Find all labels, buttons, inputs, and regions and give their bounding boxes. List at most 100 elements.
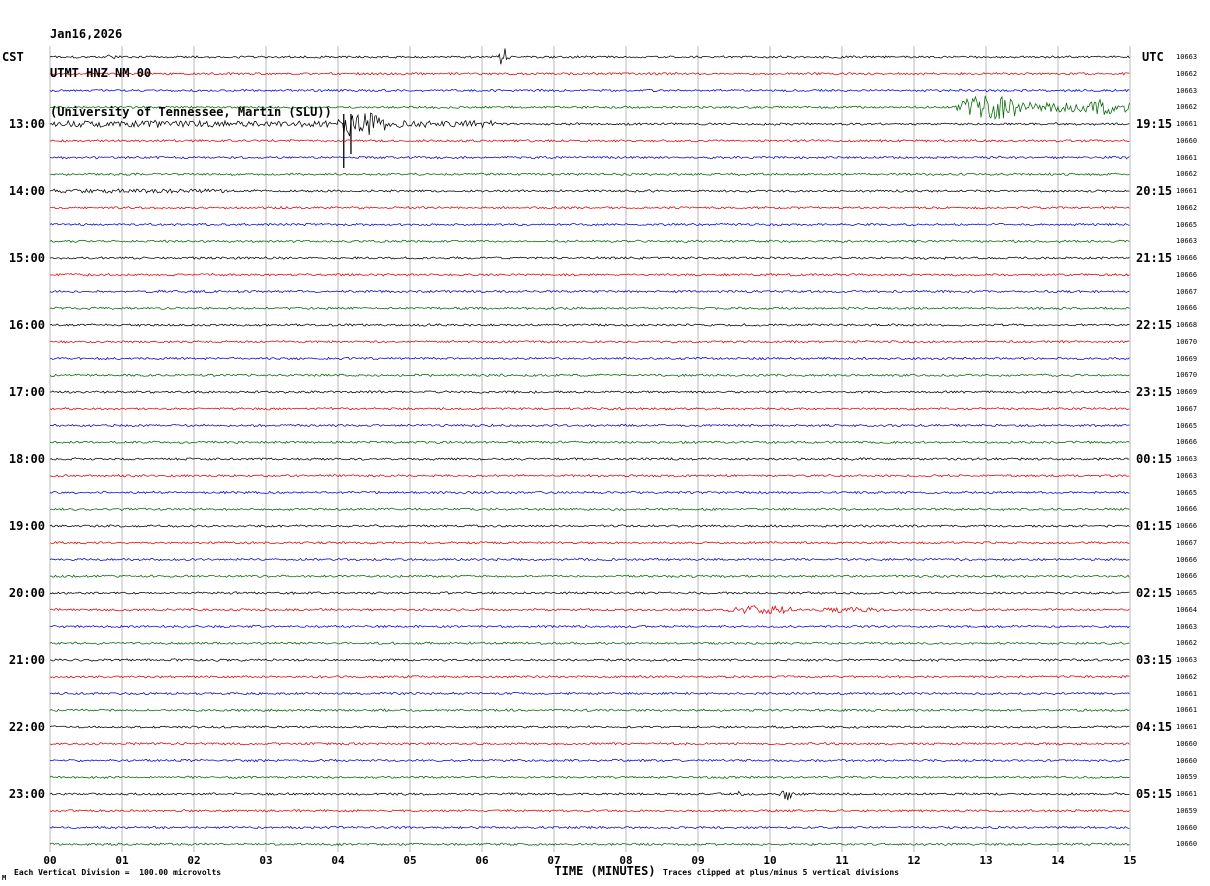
trace-row: [49, 155, 1130, 160]
trace-count-label: 10664: [1176, 605, 1198, 614]
trace-row: [49, 306, 1130, 311]
trace-count-label: 10662: [1176, 103, 1198, 112]
trace-count-label: 10662: [1176, 69, 1198, 78]
trace-row: [49, 356, 1130, 361]
trace-row: [49, 423, 1130, 428]
logo-mark: M: [2, 874, 7, 882]
trace-row: [49, 842, 1130, 847]
trace-count-label: 10663: [1176, 53, 1198, 61]
x-axis-tick-label: 02: [187, 854, 201, 867]
utc-hour-label: 01:15: [1136, 519, 1173, 533]
right-axis-title: UTC: [1142, 50, 1164, 64]
trace-count-label: 10666: [1176, 254, 1198, 262]
utc-hour-label: 23:15: [1136, 385, 1173, 399]
x-axis-tick-label: 10: [763, 854, 777, 867]
trace-count-label: 10659: [1176, 773, 1198, 782]
trace-row: [49, 222, 1130, 227]
trace-row: [49, 825, 1130, 830]
trace-count-label: 10666: [1176, 304, 1198, 313]
clip-note: Traces clipped at plus/minus 5 vertical …: [663, 868, 900, 877]
cst-hour-label: 16:00: [8, 318, 45, 332]
trace-count-label: 10669: [1176, 354, 1198, 363]
trace-row: [49, 272, 1130, 277]
left-axis-title: CST: [2, 50, 24, 64]
x-axis-tick-label: 03: [259, 854, 273, 867]
trace-count-label: 10665: [1176, 488, 1198, 497]
trace-row: [49, 88, 1130, 93]
trace-row: [49, 775, 1130, 780]
trace-row: [49, 507, 1130, 512]
trace-row: [49, 758, 1130, 763]
trace-row: [49, 95, 1130, 121]
trace-row: [49, 674, 1130, 679]
trace-row: [49, 624, 1130, 629]
trace-count-label: 10661: [1176, 723, 1198, 731]
x-axis-tick-label: 06: [475, 854, 489, 867]
trace-count-label: 10662: [1176, 672, 1198, 681]
x-axis-title: TIME (MINUTES): [554, 864, 656, 878]
cst-hour-label: 13:00: [8, 117, 45, 131]
trace-count-label: 10662: [1176, 203, 1198, 212]
trace-count-label: 10666: [1176, 438, 1198, 447]
scale-note: Each Vertical Division = 100.00 microvol…: [14, 868, 222, 877]
trace-count-label: 10666: [1176, 270, 1198, 279]
trace-count-label: 10666: [1176, 505, 1198, 514]
trace-row: [49, 340, 1130, 344]
trace-row: [49, 172, 1130, 177]
cst-hour-label: 15:00: [8, 251, 45, 265]
trace-count-label: 10667: [1176, 404, 1198, 413]
trace-count-label: 10660: [1176, 756, 1198, 765]
trace-row: [49, 48, 1130, 65]
trace-row: [49, 323, 1130, 327]
trace-count-label: 10660: [1176, 823, 1198, 832]
trace-row: [49, 373, 1130, 377]
utc-hour-label: 22:15: [1136, 318, 1173, 332]
trace-row: [49, 440, 1130, 445]
trace-row: [49, 790, 1130, 801]
trace-row: [49, 708, 1130, 713]
trace-row: [49, 490, 1130, 495]
trace-count-label: 10670: [1176, 371, 1198, 380]
trace-count-label: 10667: [1176, 287, 1198, 296]
utc-hour-label: 19:15: [1136, 117, 1173, 131]
cst-hour-label: 23:00: [8, 787, 45, 801]
trace-count-label: 10666: [1176, 555, 1198, 564]
trace-row: [49, 725, 1130, 729]
x-axis-tick-label: 07: [547, 854, 561, 867]
x-axis-tick-label: 12: [907, 854, 921, 867]
trace-count-label: 10665: [1176, 421, 1198, 430]
trace-row: [49, 808, 1130, 813]
trace-count-label: 10663: [1176, 622, 1198, 631]
trace-count-label: 10661: [1176, 790, 1198, 798]
trace-row: [49, 524, 1130, 528]
trace-count-label: 10669: [1176, 388, 1198, 396]
x-axis-tick-label: 00: [43, 854, 57, 867]
cst-hour-label: 22:00: [8, 720, 45, 734]
trace-row: [49, 691, 1130, 696]
trace-count-label: 10666: [1176, 572, 1198, 581]
utc-hour-label: 21:15: [1136, 251, 1173, 265]
trace-count-label: 10667: [1176, 538, 1198, 547]
trace-count-label: 10662: [1176, 170, 1198, 179]
x-axis-tick-label: 14: [1051, 854, 1065, 867]
trace-count-label: 10665: [1176, 220, 1198, 229]
trace-count-label: 10663: [1176, 237, 1198, 246]
utc-hour-label: 04:15: [1136, 720, 1173, 734]
cst-hour-label: 20:00: [8, 586, 45, 600]
trace-row: [49, 658, 1130, 662]
trace-row: [49, 256, 1130, 260]
trace-row: [49, 605, 1130, 615]
trace-count-label: 10666: [1176, 522, 1198, 530]
trace-row: [49, 591, 1130, 595]
x-axis-tick-label: 09: [691, 854, 705, 867]
trace-row: [49, 289, 1130, 294]
trace-count-label: 10668: [1176, 321, 1198, 329]
trace-row: [49, 641, 1130, 645]
trace-row: [49, 205, 1130, 210]
utc-hour-label: 05:15: [1136, 787, 1173, 801]
header-station: UTMT HNZ NM 00: [50, 66, 152, 80]
trace-count-label: 10660: [1176, 739, 1198, 748]
trace-count-label: 10662: [1176, 639, 1198, 648]
trace-row: [49, 540, 1130, 545]
